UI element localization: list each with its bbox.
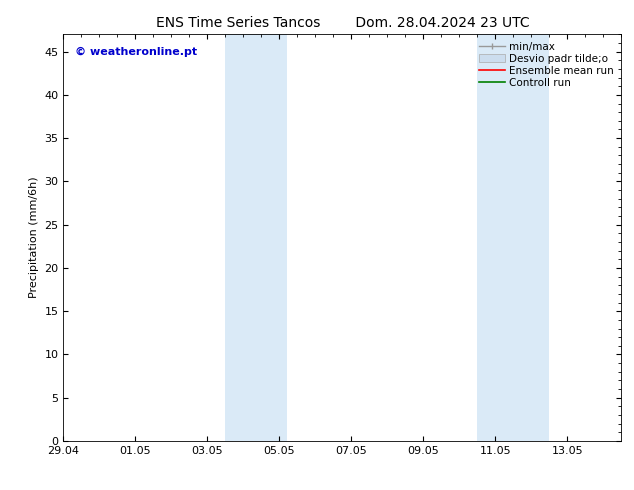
Bar — [225, 34, 287, 441]
Y-axis label: Precipitation (mm/6h): Precipitation (mm/6h) — [29, 177, 39, 298]
Title: ENS Time Series Tancos        Dom. 28.04.2024 23 UTC: ENS Time Series Tancos Dom. 28.04.2024 2… — [155, 16, 529, 30]
Text: © weatheronline.pt: © weatheronline.pt — [75, 47, 197, 56]
Bar — [477, 34, 549, 441]
Legend: min/max, Desvio padr tilde;o, Ensemble mean run, Controll run: min/max, Desvio padr tilde;o, Ensemble m… — [477, 40, 616, 90]
